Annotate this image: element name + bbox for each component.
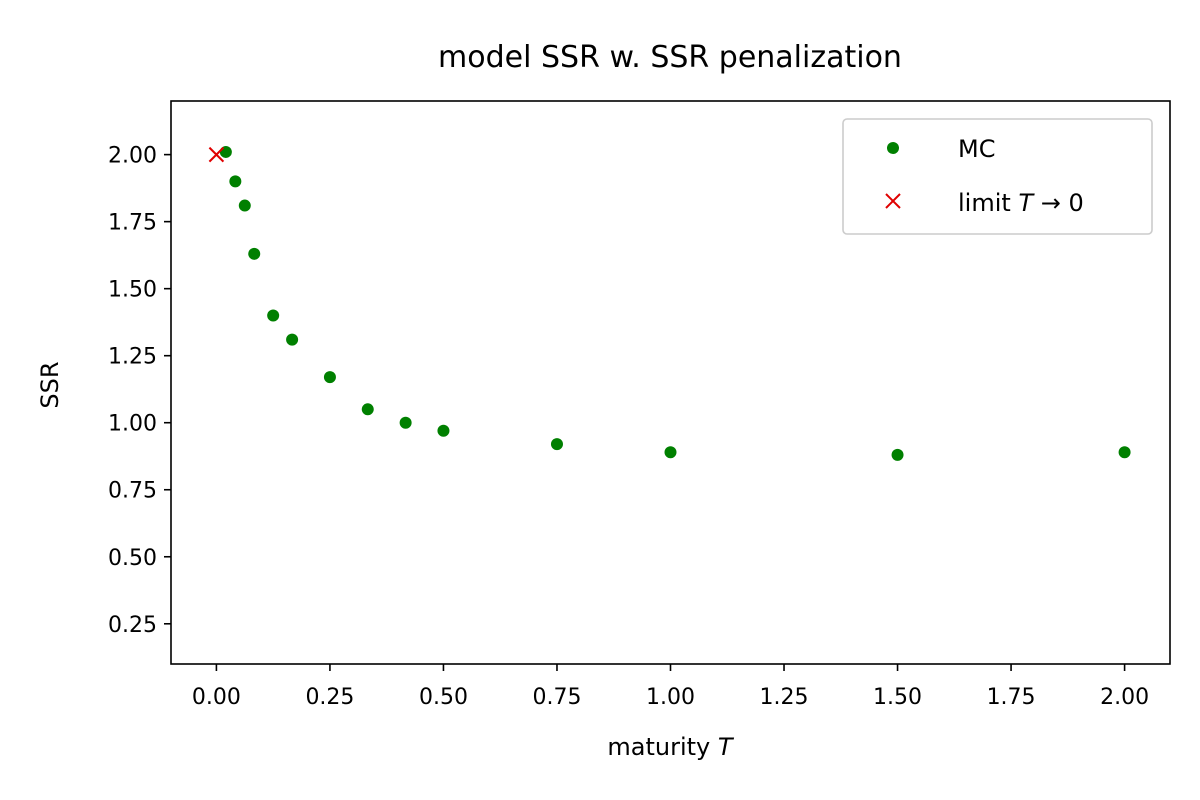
- x-tick-label: 0.00: [192, 685, 241, 710]
- y-tick-label: 0.75: [108, 479, 157, 504]
- mc-point: [550, 438, 563, 451]
- legend-mc-marker: [887, 142, 899, 154]
- legend-mc-label: MC: [958, 135, 995, 163]
- x-tick-label: 0.25: [305, 685, 354, 710]
- y-tick-label: 2.00: [108, 144, 157, 169]
- x-tick-label: 1.50: [873, 685, 922, 710]
- mc-point: [323, 371, 336, 384]
- mc-point: [267, 309, 280, 322]
- mc-point: [238, 199, 251, 212]
- x-tick-label: 0.50: [419, 685, 468, 710]
- x-tick-label: 0.75: [532, 685, 581, 710]
- x-axis: 0.00 0.25 0.50 0.75 1.00 1.25 1.50 1.75 2.00: [192, 664, 1149, 710]
- y-axis: 0.25 0.50 0.75 1.00 1.25 1.50 1.75 2.00: [108, 144, 171, 638]
- y-tick-label: 1.00: [108, 412, 157, 437]
- x-axis-label: maturity T: [607, 733, 735, 761]
- x-tick-label: 1.00: [646, 685, 695, 710]
- y-tick-label: 1.50: [108, 278, 157, 303]
- x-tick-label: 1.25: [760, 685, 809, 710]
- y-tick-label: 1.25: [108, 345, 157, 370]
- mc-point: [286, 333, 299, 346]
- data-points: [208, 145, 1131, 461]
- legend-limit-marker: [885, 193, 901, 209]
- y-tick-label: 1.75: [108, 211, 157, 236]
- x-tick-label: 1.75: [987, 685, 1036, 710]
- legend-limit-label: limit T → 0: [958, 189, 1084, 217]
- y-tick-label: 0.50: [108, 546, 157, 571]
- legend-box: [842, 118, 1153, 235]
- mc-point: [361, 403, 374, 416]
- y-tick-label: 0.25: [108, 613, 157, 638]
- x-tick-label: 2.00: [1100, 685, 1149, 710]
- mc-point: [248, 247, 261, 260]
- y-axis-label: SSR: [36, 361, 64, 408]
- mc-point: [437, 424, 450, 437]
- plot-area: 0.00 0.25 0.50 0.75 1.00 1.25 1.50 1.75 2.00 0.2…: [108, 100, 1171, 710]
- mc-point: [664, 446, 677, 459]
- mc-point: [399, 416, 412, 429]
- mc-point: [891, 448, 904, 461]
- mc-point: [219, 145, 232, 158]
- legend: MC limit T → 0: [842, 118, 1153, 235]
- limit-point: [208, 146, 225, 163]
- mc-point: [1118, 446, 1131, 459]
- chart-title: model SSR w. SSR penalization: [438, 40, 902, 75]
- mc-point: [229, 175, 242, 188]
